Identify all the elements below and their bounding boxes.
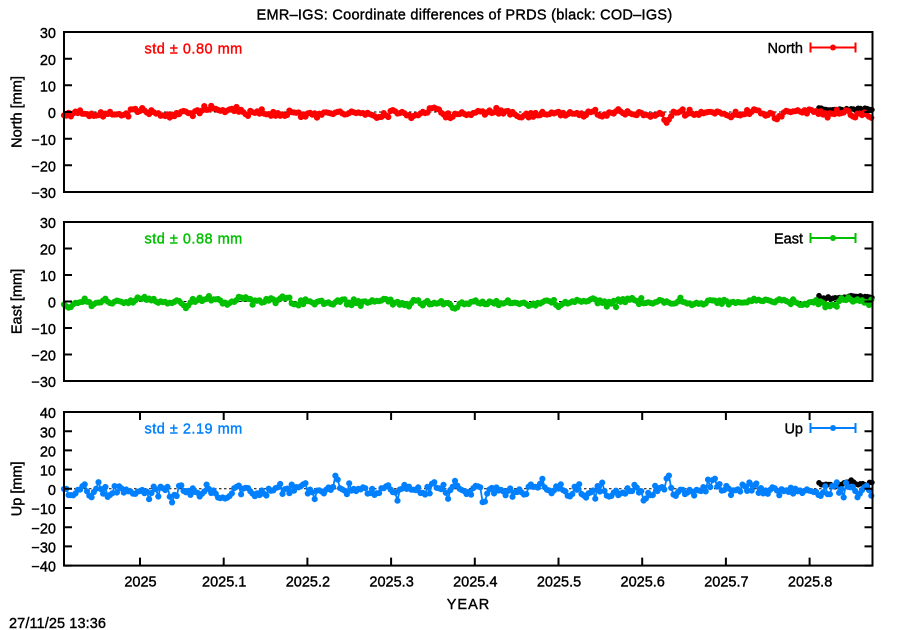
svg-text:East [mm]: East [mm] — [9, 269, 25, 334]
svg-text:27/11/25 13:36: 27/11/25 13:36 — [9, 616, 106, 630]
svg-text:10: 10 — [40, 464, 56, 480]
svg-text:−10: −10 — [31, 133, 56, 149]
svg-text:40: 40 — [40, 406, 56, 422]
svg-text:20: 20 — [40, 53, 56, 69]
svg-text:−10: −10 — [31, 502, 56, 518]
svg-text:2025.3: 2025.3 — [369, 574, 413, 590]
svg-text:std ± 2.19 mm: std ± 2.19 mm — [145, 422, 243, 438]
svg-text:2025.4: 2025.4 — [453, 574, 497, 590]
svg-text:−30: −30 — [31, 186, 56, 202]
svg-text:30: 30 — [40, 216, 56, 232]
svg-text:2025.7: 2025.7 — [704, 574, 748, 590]
svg-text:Up: Up — [784, 422, 803, 438]
svg-text:0: 0 — [48, 106, 56, 122]
svg-text:North [mm]: North [mm] — [9, 76, 25, 148]
svg-text:Up [mm]: Up [mm] — [9, 461, 25, 516]
svg-text:−20: −20 — [31, 349, 56, 365]
svg-text:EMR–IGS: Coordinate difference: EMR–IGS: Coordinate differences of PRDS … — [257, 8, 673, 24]
svg-text:North: North — [768, 41, 803, 57]
svg-text:−30: −30 — [31, 375, 56, 391]
svg-text:−40: −40 — [31, 560, 56, 576]
svg-text:2025.8: 2025.8 — [788, 574, 832, 590]
svg-text:2025.6: 2025.6 — [621, 574, 665, 590]
svg-text:−30: −30 — [31, 541, 56, 557]
svg-text:30: 30 — [40, 26, 56, 42]
svg-text:YEAR: YEAR — [447, 597, 491, 613]
svg-text:East: East — [774, 232, 803, 248]
svg-text:2025.2: 2025.2 — [286, 574, 330, 590]
svg-text:2025: 2025 — [124, 574, 156, 590]
svg-text:−20: −20 — [31, 521, 56, 537]
svg-text:20: 20 — [40, 243, 56, 259]
svg-text:−20: −20 — [31, 159, 56, 175]
svg-text:10: 10 — [40, 269, 56, 285]
svg-text:10: 10 — [40, 79, 56, 95]
svg-text:std ± 0.88 mm: std ± 0.88 mm — [145, 232, 243, 248]
svg-text:std ± 0.80 mm: std ± 0.80 mm — [145, 42, 243, 58]
svg-text:2025.5: 2025.5 — [537, 574, 581, 590]
svg-text:0: 0 — [48, 483, 56, 499]
svg-text:2025.1: 2025.1 — [202, 574, 246, 590]
svg-text:−10: −10 — [31, 322, 56, 338]
svg-text:30: 30 — [40, 425, 56, 441]
svg-text:0: 0 — [48, 296, 56, 312]
svg-text:20: 20 — [40, 445, 56, 461]
